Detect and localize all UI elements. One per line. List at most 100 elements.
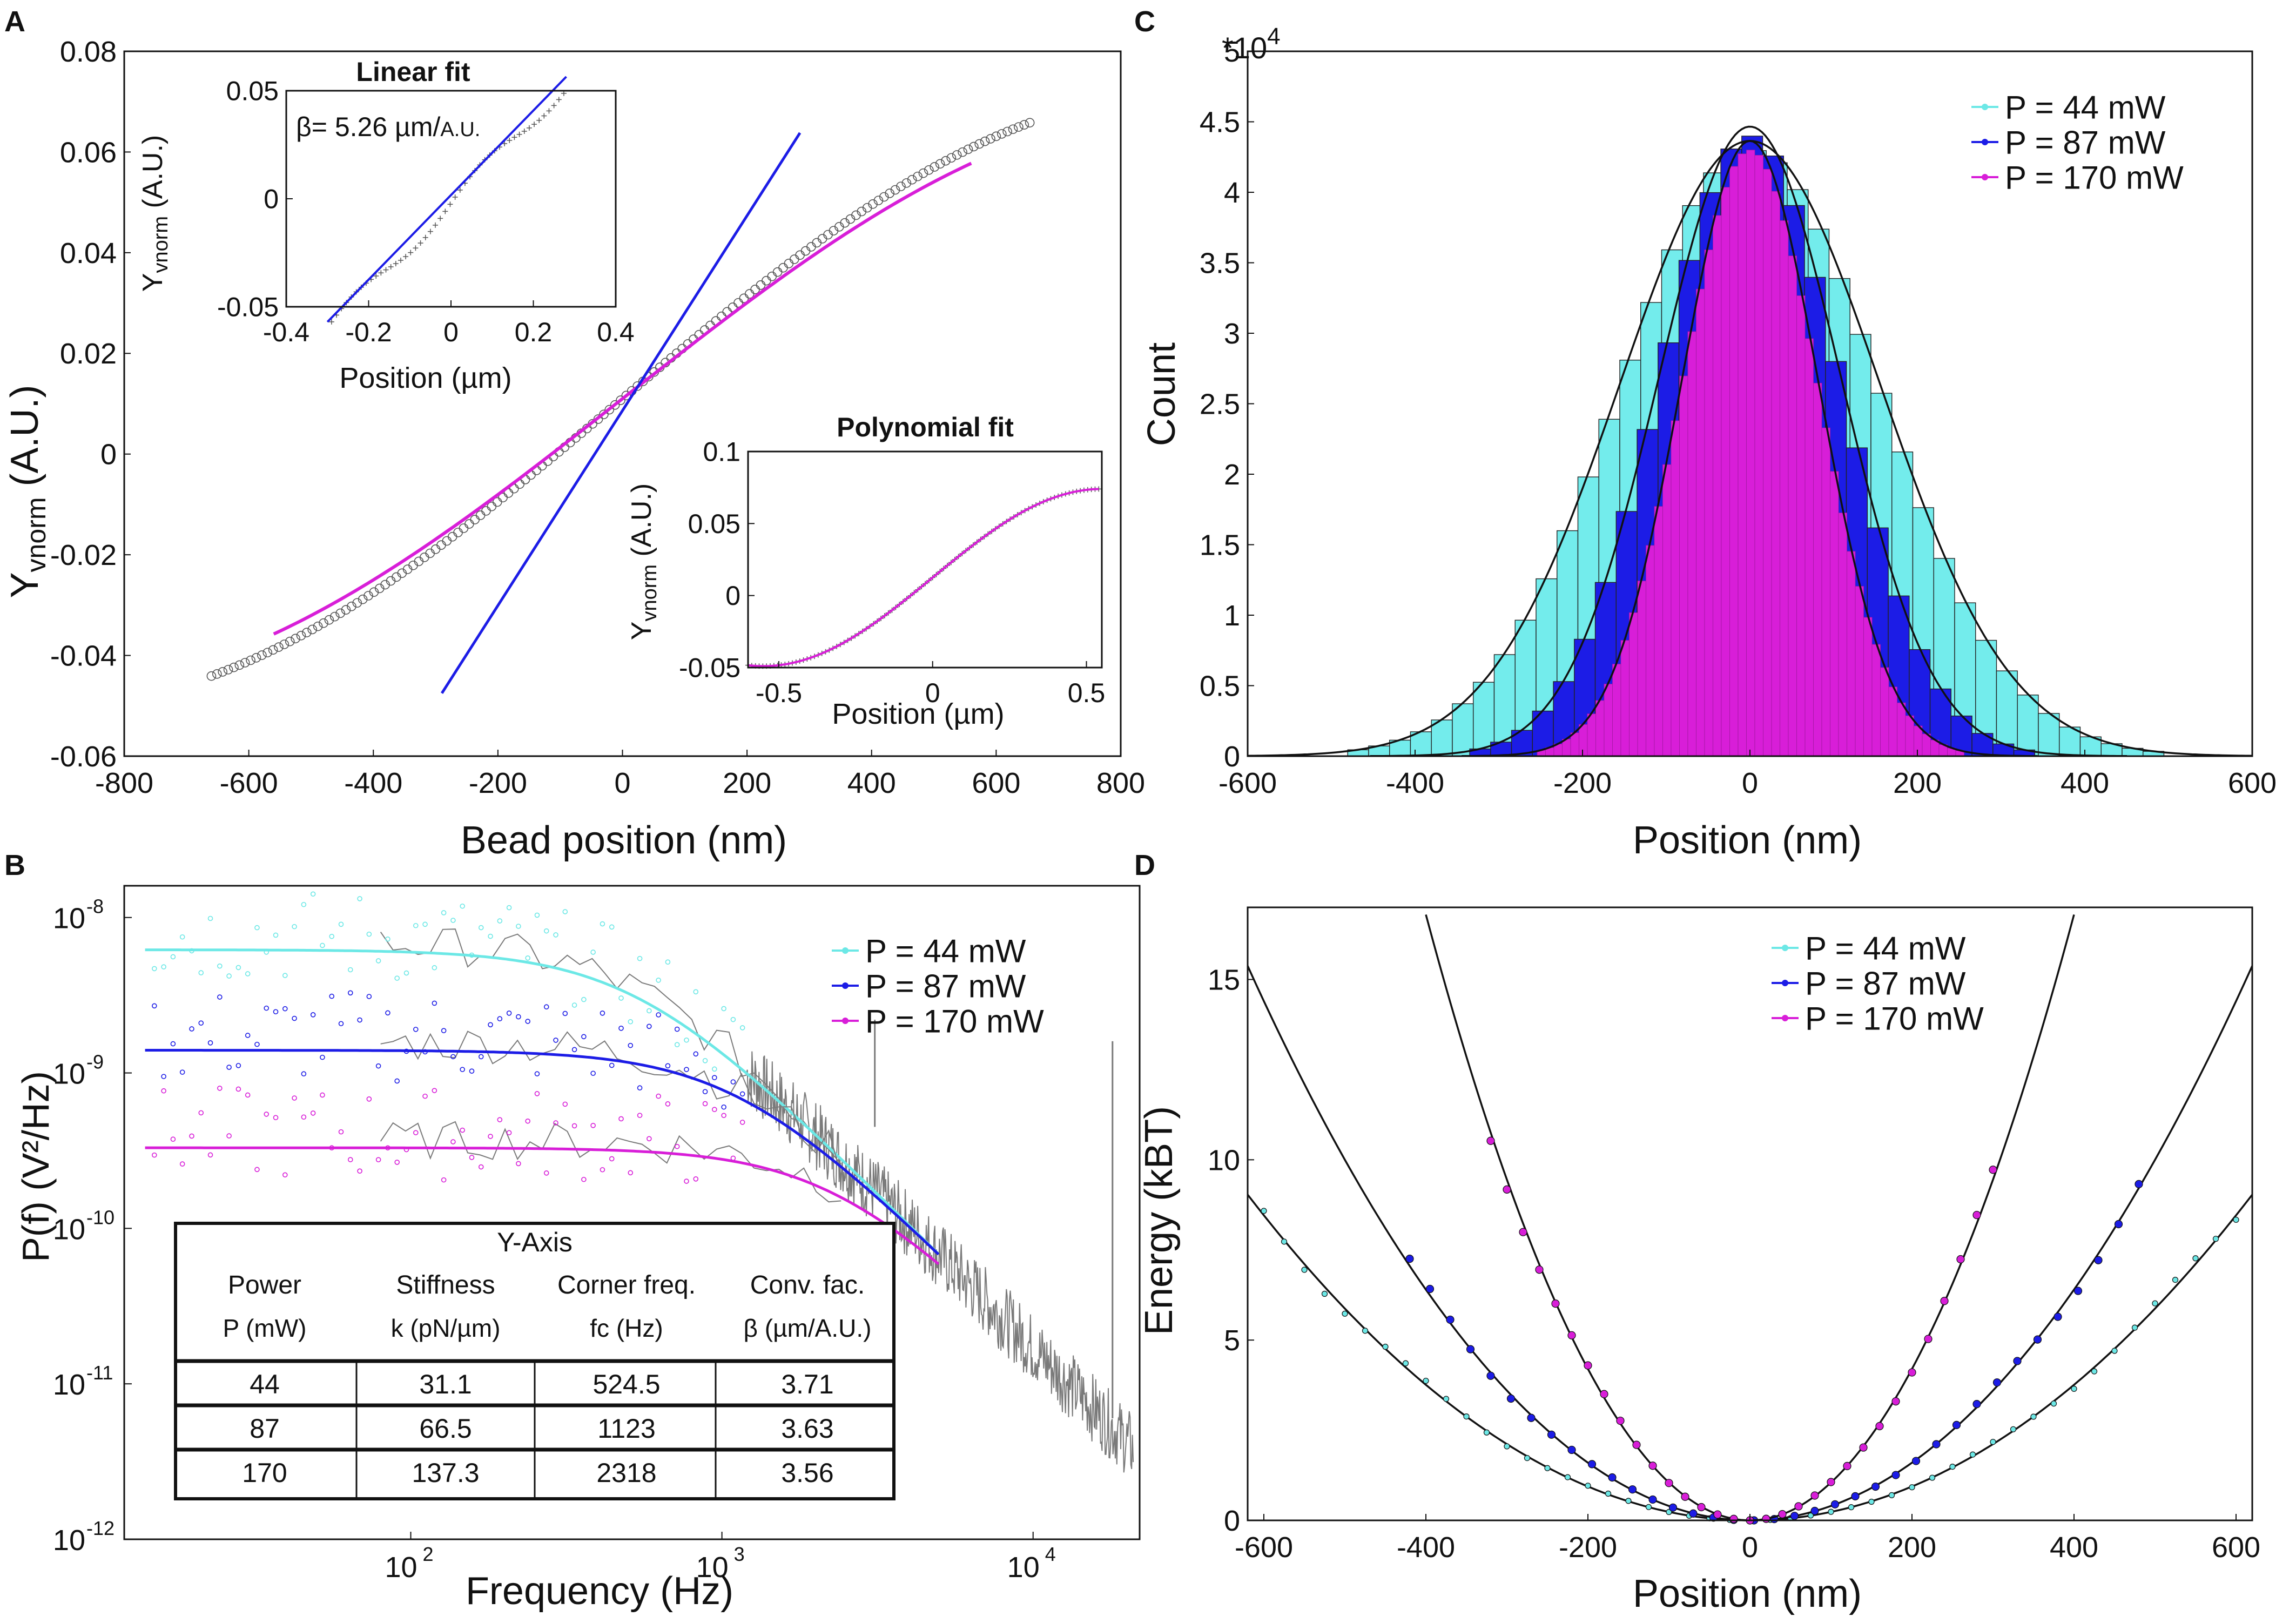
panel-a-data-point (879, 192, 889, 202)
panel-b-data-point (273, 1115, 279, 1121)
panel-b-data-point (571, 1047, 577, 1053)
panel-d-data-point (1321, 1290, 1328, 1297)
panel-b-data-point (235, 965, 241, 971)
panel-d-frame (1247, 906, 2253, 1521)
panel-b-data-point (432, 1088, 437, 1093)
panel-d-data-point (1301, 1267, 1308, 1273)
panel-c-histogram-bar (1612, 664, 1621, 757)
panel-d-data-point (1463, 1413, 1470, 1420)
panel-a-linear-inset-data-point (388, 264, 394, 270)
panel-b-x-tick-base: 10 (696, 1551, 729, 1584)
panel-b-data-point (198, 1110, 204, 1116)
panel-c-chart: -600 -400 -200 0 200 400 600 0 0.5 1 1.5 2 2.5 3 3.5 4 4… (1140, 23, 2277, 862)
panel-d-x-tick-label: 0 (1742, 1531, 1758, 1564)
panel-a-data-point (930, 162, 940, 172)
panel-b-data-point (292, 924, 297, 930)
panel-b-data-point (450, 918, 456, 923)
panel-a-linear-inset-y-sub: vnorm (150, 216, 172, 273)
panel-c-gaussian-fit-line (1370, 125, 2127, 757)
panel-c-y-tick-label: 2.5 (1200, 388, 1240, 420)
panel-c-legend: P = 44 mWP = 87 mWP = 170 mW (1971, 90, 2184, 196)
panel-b-y-tick-exponent: -8 (86, 895, 104, 918)
panel-b-data-point (656, 1093, 661, 1099)
panel-a-data-point (632, 381, 642, 391)
panel-a-data-point (885, 188, 894, 198)
panel-a-data-point (341, 605, 351, 615)
panel-a-data-point (307, 624, 318, 635)
panel-b-data-point (460, 1067, 465, 1072)
panel-b-table-cell: 31.1 (419, 1369, 472, 1399)
legend-marker (842, 982, 849, 989)
panel-a-linear-inset-title: Linear fit (356, 57, 470, 87)
panel-a-linear-inset-data-point (546, 108, 552, 114)
panel-b-data-point (301, 901, 307, 907)
panel-b-data-point (618, 1026, 624, 1031)
panel-b-data-point (609, 1156, 615, 1162)
panel-b-data-point (207, 1152, 213, 1158)
panel-a-y-tick-label: -0.06 (50, 740, 117, 773)
legend-marker (1982, 174, 1988, 180)
panel-b-data-point (739, 1025, 745, 1031)
panel-b-data-point (571, 1002, 577, 1008)
panel-d-y-tick-label: 10 (1208, 1144, 1240, 1176)
panel-b-data-point (562, 1101, 568, 1107)
panel-a-polynomial-inset-fit-line (748, 488, 1099, 668)
panel-a-data-point (946, 153, 957, 163)
panel-d-data-point (2053, 1312, 2062, 1321)
panel-c-histogram-bar (2059, 726, 2081, 757)
panel-a-y-tick-label: 0.02 (60, 338, 117, 370)
panel-b-data-point (245, 971, 251, 977)
panel-d-data-point (1891, 1471, 1900, 1479)
panel-c-histogram-bar (1905, 715, 1914, 757)
panel-a-linear-inset-data-point (531, 122, 537, 127)
panel-a-y-label-sub: vnorm (21, 497, 51, 573)
panel-d-y-tick-label: 5 (1224, 1324, 1240, 1357)
panel-c-histogram-bar (1805, 338, 1814, 757)
panel-b-data-point (254, 925, 260, 931)
panel-c-x-tick-label: 200 (1893, 767, 1942, 799)
panel-c-histogram-bar (1729, 166, 1739, 757)
panel-a-data-point (817, 234, 827, 244)
panel-b-y-tick-base: 10 (53, 1369, 85, 1401)
panel-b-data-point (441, 910, 447, 915)
panel-b-data-point (618, 1116, 624, 1122)
panel-b-data-point (413, 1130, 419, 1135)
panel-b-table-cell: 3.71 (781, 1369, 833, 1399)
panel-d-data-point (1762, 1514, 1770, 1523)
panel-a-data-point (896, 181, 906, 191)
panel-a-data-point (257, 650, 267, 660)
panel-b-data-point (739, 1120, 745, 1125)
panel-a-data-point (789, 254, 799, 264)
panel-d-data-point (1843, 1462, 1851, 1470)
panel-b-data-point (385, 1010, 390, 1016)
panel-d-data-point (1932, 1440, 1941, 1449)
panel-a-data-point (913, 171, 923, 181)
panel-a-data-point (464, 519, 474, 529)
panel-a-y-tick-label: -0.04 (50, 639, 117, 672)
panel-b-data-point (656, 1012, 661, 1018)
panel-d-data-point (1992, 1378, 2002, 1387)
panel-b-data-point (347, 990, 353, 996)
panel-b-data-point (665, 1063, 671, 1069)
panel-b-table-header-line1: Power (228, 1271, 301, 1299)
panel-a-data-point (599, 409, 609, 420)
panel-b-data-point (301, 1071, 307, 1077)
panel-c-histogram-bar (1431, 719, 1453, 757)
panel-a-data-point (873, 196, 884, 205)
panel-d-data-point (2233, 1216, 2239, 1223)
panel-a-data-point (1002, 126, 1012, 137)
panel-a-linear-inset-x-tick-label: 0.2 (515, 317, 553, 347)
panel-b-table-cell: 137.3 (412, 1458, 479, 1488)
panel-a-linear-inset-x-label: Position (µm) (339, 362, 511, 394)
panel-b-data-point (441, 1028, 447, 1034)
panel-b-table-header-line2: β (µm/A.U.) (744, 1314, 872, 1342)
panel-d-data-point (1608, 1473, 1617, 1482)
panel-a-polynomial-inset-frame (747, 450, 1103, 669)
panel-b-data-point (329, 933, 335, 939)
panel-b-data-point (600, 1167, 605, 1173)
panel-b-averaged-spectrum-line (380, 1031, 842, 1176)
panel-a-linear-inset-y-tick-label: 0.05 (226, 76, 279, 106)
panel-b-table-header-line2: P (mW) (223, 1314, 306, 1342)
panel-a-data-point (285, 636, 295, 646)
panel-a-data-point (1025, 118, 1035, 128)
